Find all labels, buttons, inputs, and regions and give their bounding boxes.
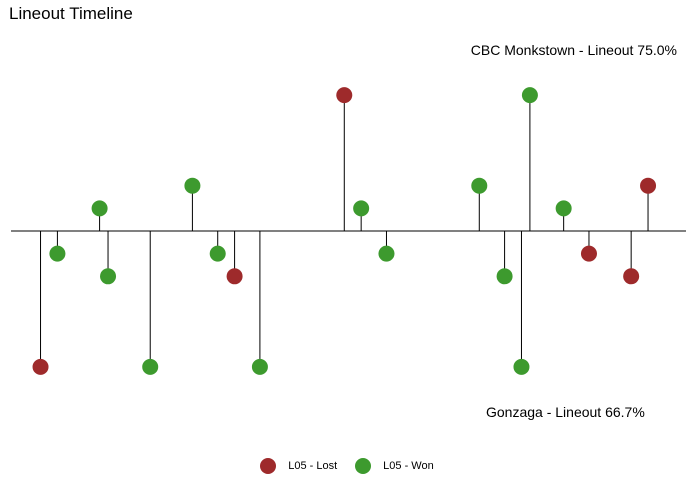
legend-swatch-lost: [260, 458, 277, 474]
lineout-point-5: [142, 358, 159, 375]
annotation-top: CBC Monkstown - Lineout 75.0%: [470, 42, 677, 58]
legend-label-lost: L05 - Lost: [288, 460, 338, 472]
chart-title: Lineout Timeline: [9, 4, 133, 23]
lineout-point-12: [378, 245, 395, 262]
lineout-point-3: [91, 200, 108, 217]
lineout-point-15: [513, 358, 530, 375]
lineout-point-14: [496, 268, 513, 285]
legend-item-won: L05 - Won: [355, 458, 434, 474]
lineout-point-9: [251, 358, 268, 375]
lineout-point-4: [100, 268, 117, 285]
lineout-point-18: [580, 245, 597, 262]
legend-swatch-won: [355, 458, 372, 474]
lineout-point-8: [226, 268, 243, 285]
lineout-point-6: [184, 177, 201, 194]
annotation-bottom: Gonzaga - Lineout 66.7%: [486, 404, 645, 420]
lineout-point-10: [336, 87, 353, 104]
lineout-point-19: [623, 268, 640, 285]
lineout-point-1: [32, 358, 49, 375]
lineout-point-17: [555, 200, 572, 217]
lineout-point-13: [471, 177, 488, 194]
lineout-point-16: [521, 87, 538, 104]
legend-item-lost: L05 - Lost: [260, 458, 337, 474]
lineout-point-20: [640, 177, 657, 194]
lineout-point-11: [353, 200, 370, 217]
lineout-point-2: [49, 245, 66, 262]
lineout-point-7: [209, 245, 226, 262]
legend-label-won: L05 - Won: [383, 460, 434, 472]
legend: L05 - Lost L05 - Won: [0, 458, 694, 474]
